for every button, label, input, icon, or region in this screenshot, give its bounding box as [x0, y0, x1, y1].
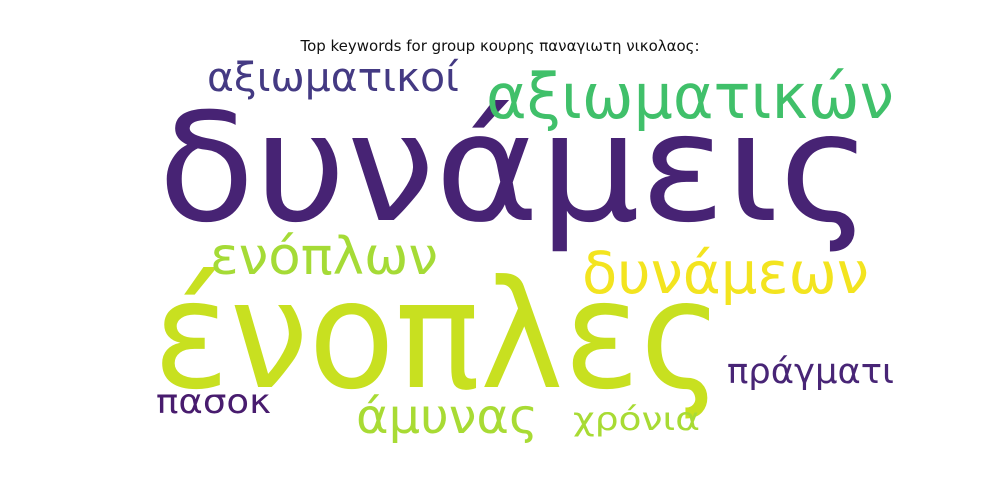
wordcloud-word: πράγματι — [727, 352, 894, 392]
chart-title: Top keywords for group κουρης παναγιωτη … — [300, 37, 700, 55]
wordcloud-word: χρόνια — [573, 400, 700, 438]
wordcloud-word: αξιωματικών — [486, 60, 894, 133]
wordcloud-word: ένοπλες — [153, 249, 723, 423]
wordcloud-word: δυνάμεις — [158, 82, 872, 256]
wordcloud-word: πασοκ — [156, 382, 271, 422]
wordcloud-word: άμυνας — [356, 389, 538, 445]
wordcloud-word: αξιωματικοί — [207, 55, 459, 101]
wordcloud-word: δυνάμεων — [582, 239, 869, 307]
wordcloud-word: ενόπλων — [210, 227, 438, 287]
